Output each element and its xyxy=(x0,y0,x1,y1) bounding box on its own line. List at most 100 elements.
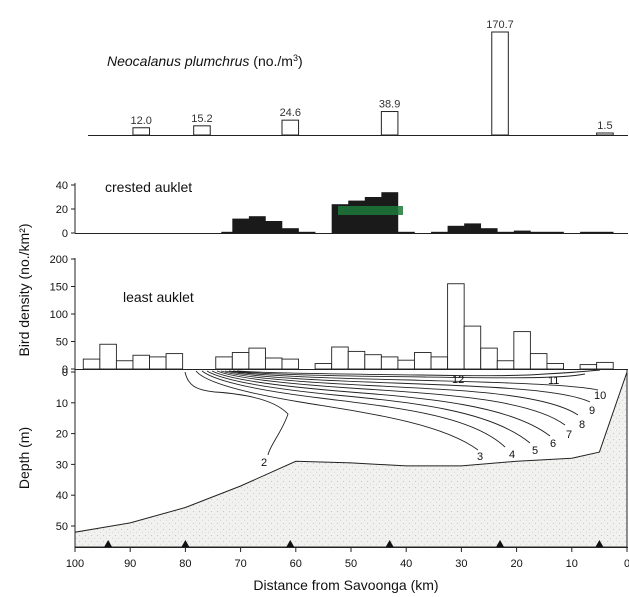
crested-auklet-bar-13 xyxy=(464,223,482,233)
crested-auklet-bar-14 xyxy=(480,228,498,233)
least-auklet-bar-0 xyxy=(82,358,101,370)
x-axis-ticks: 100 90 80 70 60 50 40 30 20 10 0 xyxy=(66,547,629,570)
least-y-tick-label-3: 150 xyxy=(50,282,68,294)
station-marker-4 xyxy=(496,540,505,547)
x-tick-label-3: 70 xyxy=(234,558,246,570)
neocalanus-bar-1 xyxy=(193,125,211,136)
least-auklet-bars xyxy=(82,283,614,370)
contour-label-10: 10 xyxy=(594,390,606,402)
contour-9 xyxy=(224,370,591,403)
crested-auklet-bar-17 xyxy=(530,231,548,233)
seafloor xyxy=(74,371,628,548)
contour-label-3: 3 xyxy=(477,451,483,463)
least-auklet-bar-1 xyxy=(99,343,117,370)
neocalanus-value-label-0: 12.0 xyxy=(131,115,152,127)
depth-y-ticks: 0 10 20 30 40 50 xyxy=(56,367,75,533)
least-auklet-bar-7 xyxy=(231,352,250,370)
contour-5 xyxy=(206,370,531,444)
contour-11 xyxy=(232,370,586,379)
least-auklet-bar-4 xyxy=(149,356,167,370)
crested-auklet-bar-15 xyxy=(497,231,515,233)
neocalanus-panel: Neocalanus plumchrus (no./m3) 12.0 15.2 24… xyxy=(88,19,628,136)
station-marker-2 xyxy=(286,540,295,547)
depth-tick-label-5: 50 xyxy=(56,521,68,533)
contour-label-4: 4 xyxy=(509,449,515,461)
crested-y-tick-label-0: 0 xyxy=(62,228,68,240)
neocalanus-value-label-2: 24.6 xyxy=(280,107,301,119)
neocalanus-bar-4 xyxy=(491,31,509,136)
least-auklet-bar-3 xyxy=(132,354,150,370)
least-auklet-bar-14 xyxy=(364,354,382,370)
least-auklet-bar-10 xyxy=(281,358,300,370)
x-tick-label-2: 80 xyxy=(179,558,191,570)
crested-auklet-bar-11 xyxy=(431,231,448,233)
least-auklet-bar-18 xyxy=(430,356,449,370)
contour-labels: 2 3 4 5 6 7 8 9 10 11 12 xyxy=(261,374,606,469)
least-auklet-bar-26 xyxy=(579,364,598,370)
contour-8 xyxy=(220,370,579,416)
least-auklet-bar-16 xyxy=(397,359,415,370)
contour-lines xyxy=(184,369,601,456)
depth-section-panel: 0 10 20 30 40 50 Depth (m) 2 3 4 5 6 7 8 9 10 xyxy=(16,367,628,548)
contour-label-6: 6 xyxy=(550,438,556,450)
contour-label-5: 5 xyxy=(532,445,538,457)
crested-auklet-bar-18 xyxy=(546,231,564,233)
crested-auklet-bar-12 xyxy=(447,225,465,233)
crested-auklet-bar-4 xyxy=(282,228,299,233)
neocalanus-units-prefix: (no./m xyxy=(249,53,293,69)
least-auklet-bar-6 xyxy=(215,356,233,370)
crested-auklet-bar-1 xyxy=(232,218,250,233)
least-y-tick-label-2: 100 xyxy=(50,309,68,321)
neocalanus-value-label-5: 1.5 xyxy=(597,120,612,132)
x-tick-label-9: 10 xyxy=(566,558,578,570)
station-markers xyxy=(104,540,604,547)
neocalanus-value-label-4: 170.7 xyxy=(486,19,514,31)
station-marker-5 xyxy=(595,540,604,547)
least-auklet-bar-11 xyxy=(314,363,333,370)
least-auklet-bar-12 xyxy=(331,346,349,370)
crested-auklet-bar-7 xyxy=(348,200,366,233)
contour-label-11: 11 xyxy=(548,375,559,387)
depth-tick-label-1: 10 xyxy=(56,398,68,410)
crested-auklet-bar-3 xyxy=(265,221,283,233)
neocalanus-bar-0 xyxy=(132,127,151,136)
neocalanus-title: Neocalanus plumchrus (no./m3) xyxy=(107,53,303,69)
contour-10 xyxy=(228,370,599,391)
least-y-tick-label-4: 200 xyxy=(50,254,68,266)
neocalanus-value-label-3: 38.9 xyxy=(379,99,400,111)
depth-tick-label-0: 0 xyxy=(62,367,68,379)
x-tick-label-4: 60 xyxy=(290,558,302,570)
crested-y-ticks: 0 20 40 xyxy=(56,180,75,240)
x-tick-label-10: 0 xyxy=(624,558,629,570)
depth-tick-label-3: 30 xyxy=(56,459,68,471)
crested-highlight-band xyxy=(338,206,403,215)
neocalanus-bar-3 xyxy=(380,111,399,136)
contour-12 xyxy=(236,369,601,377)
least-y-ticks: 0 50 100 150 200 xyxy=(50,254,75,376)
x-tick-label-0: 100 xyxy=(66,558,84,570)
least-auklet-bar-17 xyxy=(414,352,432,370)
least-auklet-bar-23 xyxy=(513,331,531,370)
neocalanus-units-sup: 3 xyxy=(293,53,298,63)
contour-label-2: 2 xyxy=(261,457,267,469)
x-tick-label-5: 50 xyxy=(345,558,357,570)
station-marker-3 xyxy=(385,540,394,547)
station-marker-0 xyxy=(104,540,113,547)
least-auklet-bar-15 xyxy=(380,356,399,370)
least-auklet-bar-24 xyxy=(529,353,548,370)
least-auklet-bar-20 xyxy=(463,325,482,370)
contour-4 xyxy=(201,370,506,448)
contour-label-9: 9 xyxy=(589,405,595,417)
least-auklet-title: least auklet xyxy=(123,289,194,305)
least-y-tick-label-1: 50 xyxy=(56,337,68,349)
station-marker-1 xyxy=(181,540,190,547)
least-auklet-bar-5 xyxy=(165,353,184,370)
least-auklet-bar-2 xyxy=(115,360,134,370)
crested-auklet-bar-2 xyxy=(248,216,266,233)
least-auklet-bar-25 xyxy=(546,363,564,370)
least-auklet-bar-19 xyxy=(447,283,465,370)
x-tick-label-7: 30 xyxy=(455,558,467,570)
least-y-tick-label-0: 0 xyxy=(62,364,68,376)
crested-auklet-bar-16 xyxy=(513,230,531,233)
